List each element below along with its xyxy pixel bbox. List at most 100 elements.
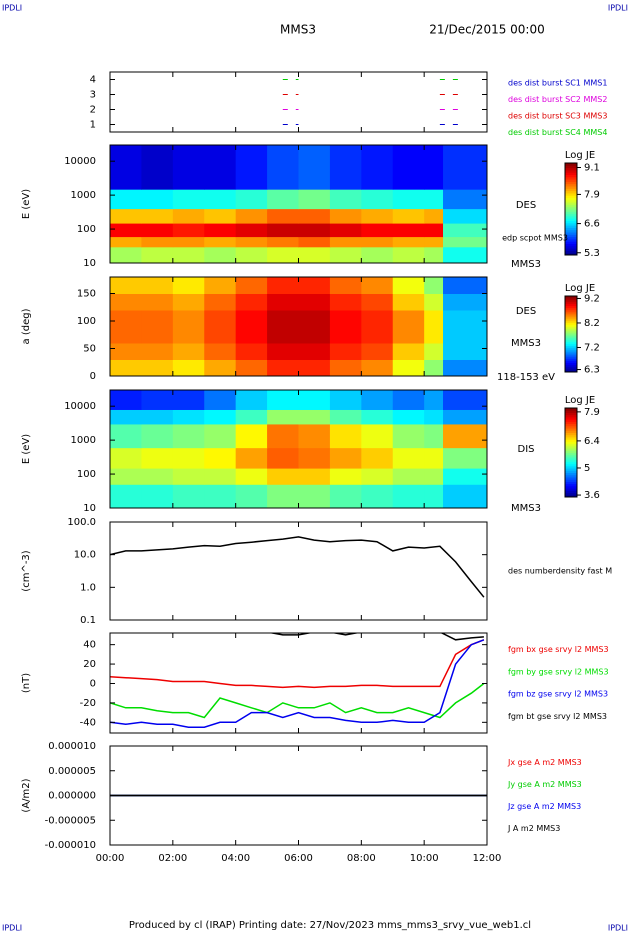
colorbar-step	[565, 349, 577, 352]
heat-cell	[361, 236, 394, 248]
colorbar-tick-label: 6.4	[584, 436, 600, 447]
y-tick-label: 1000	[71, 190, 96, 201]
colorbar-step	[565, 410, 577, 413]
heat-cell	[361, 223, 394, 238]
heat-cell	[172, 208, 205, 224]
heat-cell	[267, 310, 299, 327]
heat-cell	[204, 277, 237, 294]
heat-cell	[235, 145, 268, 190]
heat-cell	[267, 390, 299, 410]
heat-cell	[110, 390, 142, 410]
colorbar-tick-label: 8.2	[584, 318, 600, 329]
colorbar-step	[565, 339, 577, 343]
colorbar-step	[565, 436, 577, 440]
heat-cell	[235, 447, 268, 469]
heat-cell	[424, 189, 444, 210]
heat-cell	[329, 277, 362, 294]
heat-cell	[141, 277, 174, 294]
y-tick-label: 100	[77, 316, 96, 327]
heat-cell	[443, 277, 487, 294]
heat-cell	[141, 189, 174, 210]
colorbar-frame	[564, 295, 578, 373]
colorbar-step	[565, 213, 577, 217]
colorbar-step	[565, 215, 577, 219]
colorbar-step	[565, 234, 577, 238]
heat-cell	[424, 326, 444, 344]
heat-cell	[235, 208, 268, 224]
heat-cell	[172, 246, 205, 263]
colorbar-step	[565, 301, 577, 305]
heat-cell	[110, 468, 142, 485]
y-tick-label: 50	[83, 344, 96, 355]
heat-cell	[110, 293, 142, 311]
colorbar-tick-label: 5.3	[584, 248, 600, 259]
heat-cell	[267, 293, 299, 311]
corner-tag: IPDLI	[608, 4, 628, 13]
heat-cell	[141, 359, 174, 376]
heat-cell	[392, 223, 425, 238]
colorbar-step	[565, 456, 577, 460]
heat-cell	[392, 423, 425, 449]
heat-cell	[110, 208, 142, 224]
heat-cell	[361, 310, 394, 327]
colorbar-step	[565, 241, 577, 244]
colorbar-step	[565, 492, 577, 496]
heat-cell	[443, 145, 487, 190]
y-axis-label: (A/m2)	[21, 778, 32, 812]
y-axis-label: (cm^-3)	[21, 550, 32, 591]
heat-cell	[172, 145, 205, 190]
y-tick-label: 3	[90, 90, 96, 101]
colorbar-step	[565, 368, 577, 371]
colorbar-step	[565, 421, 577, 425]
heat-cell	[235, 423, 268, 449]
x-tick-label: 08:00	[347, 853, 376, 864]
colorbar-tick-label: 6.3	[584, 365, 600, 376]
heat-cell	[204, 246, 237, 263]
heat-cell	[329, 145, 362, 190]
heat-cell	[329, 484, 362, 508]
colorbar-tick-label: 5	[584, 463, 590, 474]
y-axis-label: E (eV)	[21, 189, 32, 219]
panel-label: edp scpot MMS3	[502, 234, 568, 243]
heat-cell	[141, 208, 174, 224]
colorbar-step	[565, 416, 577, 420]
colorbar-step	[565, 479, 577, 482]
heat-cell	[329, 390, 362, 410]
heat-cell	[172, 484, 205, 508]
heat-cell	[110, 223, 142, 238]
colorbar-step	[565, 202, 577, 205]
x-tick-label: 04:00	[221, 853, 250, 864]
panel-label: MMS3	[511, 259, 541, 270]
colorbar-step	[565, 227, 577, 231]
heat-cell	[392, 390, 425, 410]
heat-cell	[329, 326, 362, 344]
colorbar-step	[565, 412, 577, 416]
colorbar-step	[565, 172, 577, 175]
heat-cell	[267, 223, 299, 238]
colorbar-step	[565, 324, 577, 327]
colorbar-step	[565, 197, 577, 201]
heat-cell	[392, 293, 425, 311]
heat-cell	[141, 236, 174, 248]
y-tick-label: 0.000000	[48, 791, 96, 802]
heat-cell	[443, 326, 487, 344]
colorbar-step	[565, 320, 577, 324]
y-tick-label: 1	[90, 120, 96, 131]
heat-cell	[392, 236, 425, 248]
heat-cell	[298, 484, 331, 508]
heat-cell	[443, 447, 487, 469]
y-tick-label: 1000	[71, 435, 96, 446]
heat-cell	[329, 236, 362, 248]
heat-cell	[204, 208, 237, 224]
heat-cell	[172, 236, 205, 248]
heat-cell	[329, 447, 362, 469]
panel-label: MMS3	[511, 338, 541, 349]
colorbar-step	[565, 343, 577, 346]
heat-cell	[110, 277, 142, 294]
series-line	[110, 639, 485, 728]
y-tick-label: 100	[77, 224, 96, 235]
heat-cell	[361, 326, 394, 344]
corner-tag: IPDLI	[2, 4, 22, 13]
heat-cell	[298, 236, 331, 248]
colorbar-step	[565, 209, 577, 212]
